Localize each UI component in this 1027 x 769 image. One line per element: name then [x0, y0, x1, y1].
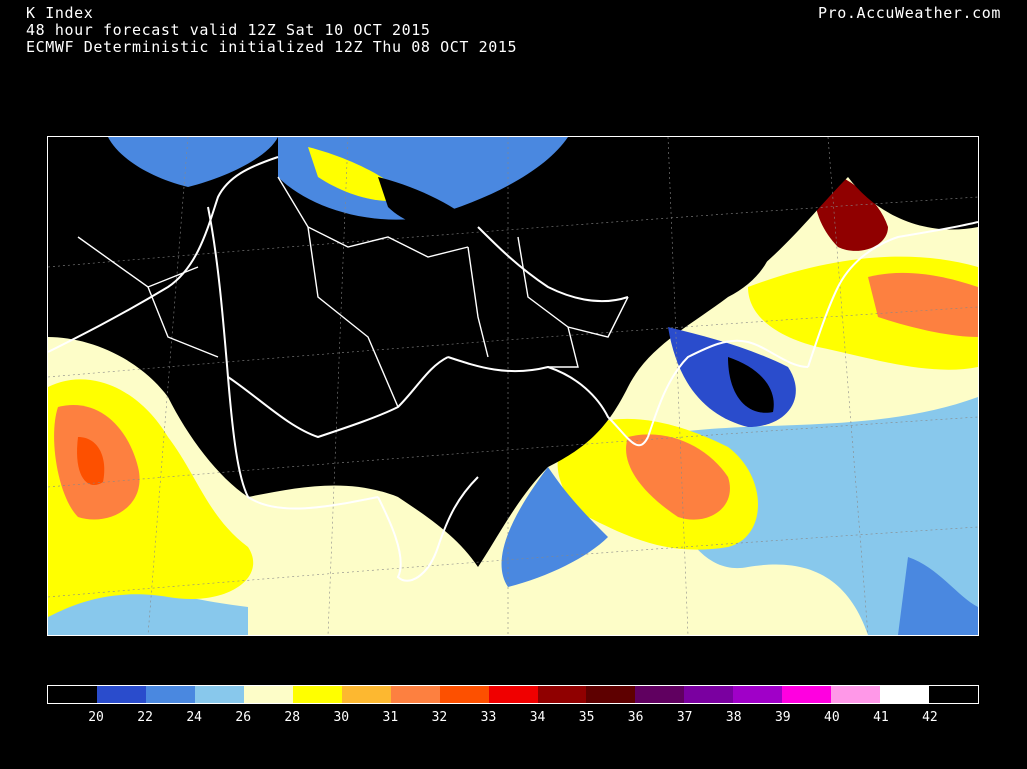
colorbar-swatch — [831, 686, 881, 703]
land-dark-region — [728, 357, 774, 413]
country-borders — [77, 176, 629, 408]
land-dark-region — [628, 137, 978, 288]
colorbar-tick-label: 38 — [725, 710, 742, 725]
colorbar-tick-label: 42 — [922, 710, 938, 725]
red-orange-region — [77, 437, 105, 485]
colorbar-swatch — [48, 686, 97, 703]
orange-region — [868, 272, 978, 337]
colorbar-tick-labels: 20 22 24 26 28 30 31 32 33 34 35 36 37 38 39 40 41 42 — [47, 710, 979, 728]
colorbar-tick-label: 26 — [235, 710, 252, 725]
lat-lon-grid — [48, 137, 978, 635]
k-index-colorbar — [47, 685, 979, 704]
colorbar-tick-label: 30 — [333, 710, 350, 725]
colorbar-tick-label: 37 — [676, 710, 693, 725]
colorbar-tick-label: 35 — [578, 710, 595, 725]
colorbar-swatch — [390, 686, 440, 703]
colorbar-tick-label: 31 — [382, 710, 399, 725]
colorbar-swatch — [782, 686, 832, 703]
colorbar-swatch — [635, 686, 685, 703]
blue-region — [108, 137, 278, 187]
colorbar-tick-label: 40 — [824, 710, 840, 725]
colorbar-tick-label: 32 — [431, 710, 448, 725]
coastlines — [48, 156, 978, 582]
colorbar-swatch — [537, 686, 587, 703]
forecast-valid-time: 48 hour forecast valid 12Z Sat 10 OCT 20… — [26, 21, 431, 39]
colorbar-tick-label: 20 — [88, 710, 104, 725]
map-title: K Index — [26, 4, 94, 22]
colorbar-tick-label: 34 — [529, 710, 546, 725]
orange-region — [626, 434, 730, 520]
blue-region — [501, 467, 608, 587]
colorbar-tick-label: 39 — [774, 710, 791, 725]
colorbar-swatch — [439, 686, 489, 703]
colorbar-swatch — [194, 686, 244, 703]
colorbar-swatch — [684, 686, 734, 703]
colorbar-swatch — [292, 686, 342, 703]
k-index-map[interactable] — [47, 136, 979, 636]
colorbar-swatch — [586, 686, 636, 703]
colorbar-swatch — [341, 686, 391, 703]
model-init-time: ECMWF Deterministic initialized 12Z Thu … — [26, 38, 518, 56]
colorbar-swatch — [96, 686, 146, 703]
light-blue-region — [746, 437, 816, 539]
colorbar-tick-label: 24 — [186, 710, 202, 725]
colorbar-tick-label: 22 — [137, 710, 153, 725]
blue-region — [898, 557, 978, 635]
colorbar-tick-label: 33 — [480, 710, 497, 725]
colorbar-swatch — [880, 686, 930, 703]
blue-region — [278, 137, 568, 220]
colorbar-swatch — [488, 686, 538, 703]
colorbar-tick-label: 36 — [627, 710, 644, 725]
land-dark-region — [48, 137, 776, 567]
colorbar-swatch — [145, 686, 195, 703]
colorbar-swatch — [733, 686, 783, 703]
map-canvas — [48, 137, 978, 635]
land-dark-region — [378, 177, 478, 231]
colorbar-tick-label: 28 — [284, 710, 301, 725]
colorbar-swatch — [929, 686, 979, 703]
brand-label: Pro.AccuWeather.com — [818, 4, 1001, 22]
colorbar-tick-label: 41 — [873, 710, 889, 725]
colorbar-swatch — [243, 686, 293, 703]
